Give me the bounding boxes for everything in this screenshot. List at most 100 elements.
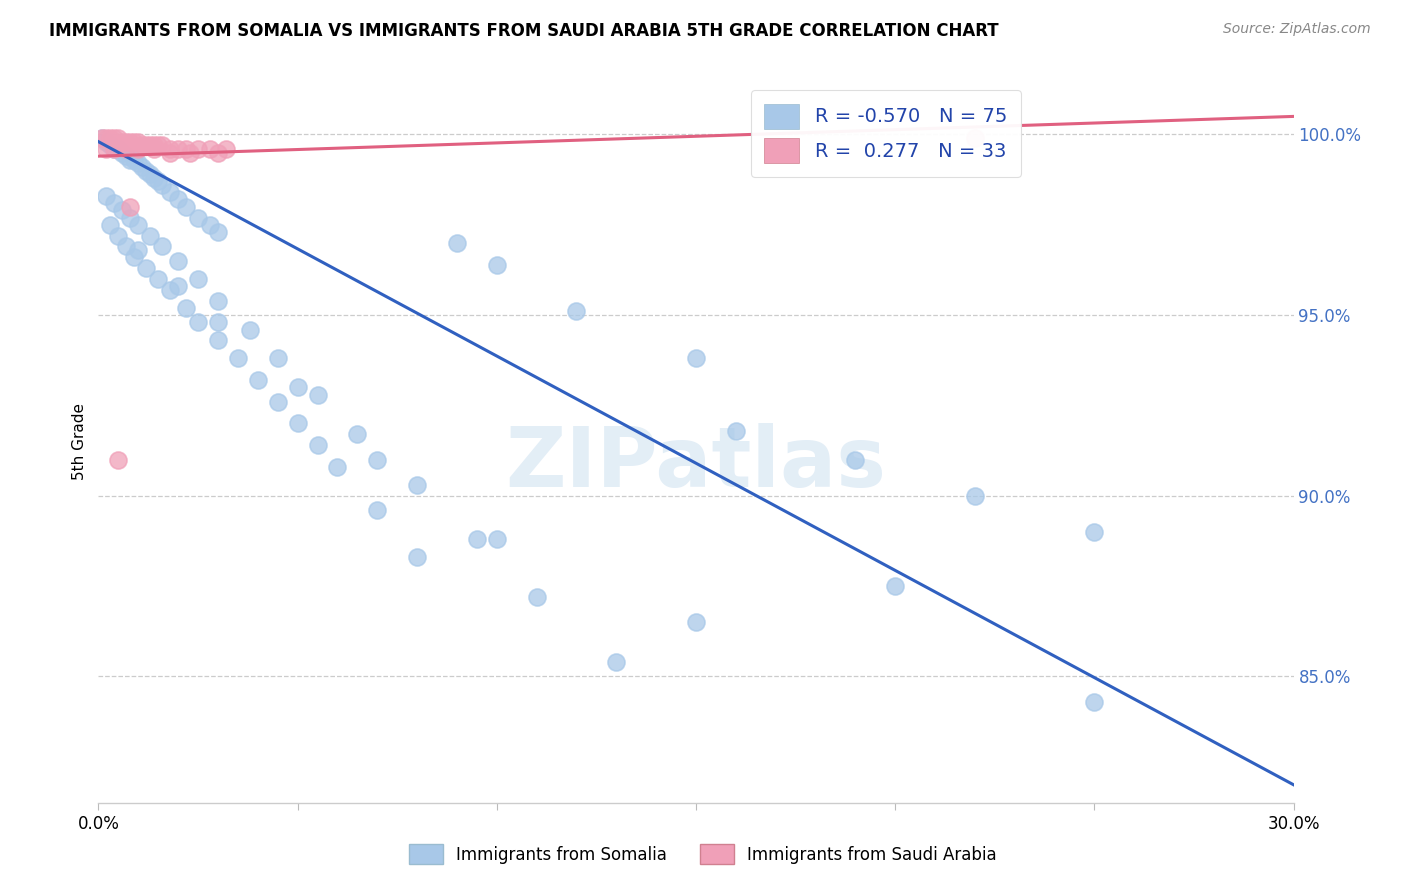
Point [246,373,269,387]
Point [215,142,238,156]
Point [884,579,907,593]
Point [139,167,162,181]
Point [96,142,118,156]
Point [685,351,707,366]
Point [167,279,190,293]
Point [115,135,138,149]
Text: IMMIGRANTS FROM SOMALIA VS IMMIGRANTS FROM SAUDI ARABIA 5TH GRADE CORRELATION CH: IMMIGRANTS FROM SOMALIA VS IMMIGRANTS FR… [49,22,998,40]
Point [115,142,138,156]
Point [174,301,197,315]
Point [207,225,229,239]
Point [120,211,142,225]
Point [724,424,747,438]
Point [485,258,508,272]
Point [111,135,134,149]
Point [98,218,122,232]
Point [406,550,429,565]
Point [98,138,122,153]
Point [446,235,468,250]
Legend: R = -0.570   N = 75, R =  0.277   N = 33: R = -0.570 N = 75, R = 0.277 N = 33 [751,90,1021,177]
Point [127,218,149,232]
Point [135,261,157,276]
Point [1083,524,1105,539]
Point [346,427,368,442]
Point [844,452,866,467]
Point [267,351,290,366]
Point [187,315,209,329]
Point [366,503,388,517]
Point [963,489,986,503]
Point [198,218,221,232]
Point [103,142,125,156]
Point [187,211,209,225]
Point [287,380,309,394]
Point [107,452,129,467]
Point [485,532,508,546]
Point [120,153,142,167]
Point [159,186,181,200]
Point [124,153,146,167]
Point [96,135,118,149]
Point [159,142,181,156]
Point [139,138,162,153]
Point [143,142,166,156]
Point [91,131,114,145]
Point [120,200,142,214]
Point [143,170,166,185]
Text: Source: ZipAtlas.com: Source: ZipAtlas.com [1223,22,1371,37]
Point [406,478,429,492]
Point [605,655,627,669]
Point [131,138,153,153]
Point [96,189,118,203]
Point [198,142,221,156]
Point [307,387,329,401]
Point [167,253,190,268]
Point [115,149,138,163]
Point [103,196,125,211]
Point [963,131,986,145]
Point [207,334,229,348]
Point [150,239,173,253]
Y-axis label: 5th Grade: 5th Grade [72,403,87,480]
Point [135,138,157,153]
Point [120,135,142,149]
Point [150,178,173,192]
Point [159,145,181,160]
Point [207,315,229,329]
Point [565,304,588,318]
Point [127,156,149,170]
Point [148,272,170,286]
Point [239,322,262,336]
Point [103,131,125,145]
Point [187,272,209,286]
Point [111,203,134,218]
Text: ZIPatlas: ZIPatlas [506,423,886,504]
Point [167,193,190,207]
Point [148,138,170,153]
Point [1083,695,1105,709]
Point [167,142,190,156]
Point [143,138,166,153]
Point [107,228,129,243]
Point [326,459,349,474]
Point [107,131,129,145]
Point [127,142,149,156]
Point [150,138,173,153]
Point [207,293,229,308]
Point [127,135,149,149]
Point [207,145,229,160]
Point [187,142,209,156]
Point [159,283,181,297]
Point [267,394,290,409]
Legend: Immigrants from Somalia, Immigrants from Saudi Arabia: Immigrants from Somalia, Immigrants from… [402,838,1004,871]
Point [127,243,149,257]
Point [465,532,488,546]
Point [366,452,388,467]
Point [174,200,197,214]
Point [107,142,129,156]
Point [103,142,125,156]
Point [131,160,153,174]
Point [111,145,134,160]
Point [226,351,249,366]
Point [685,615,707,629]
